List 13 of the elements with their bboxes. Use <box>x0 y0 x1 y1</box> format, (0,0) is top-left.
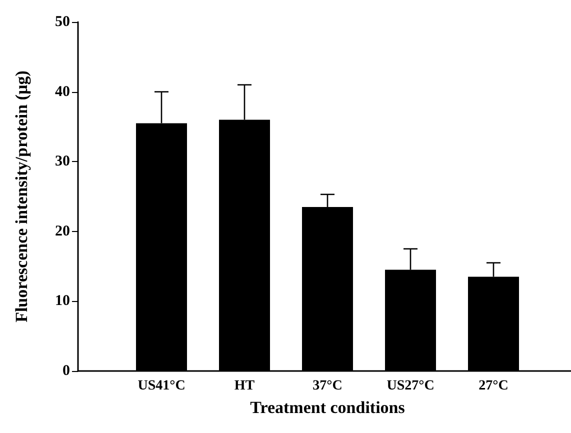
x-tick-label: US41°C <box>138 378 186 394</box>
y-tick-label: 50 <box>55 14 70 30</box>
x-tick-label: 27°C <box>478 378 508 394</box>
x-axis-title: Treatment conditions <box>250 398 406 417</box>
y-tick-label: 40 <box>55 84 70 100</box>
y-tick-label: 10 <box>55 293 70 310</box>
y-tick-label: 30 <box>55 154 70 170</box>
x-tick-label: HT <box>234 378 256 394</box>
y-axis-title: Fluorescence intensity/protein (µg) <box>12 70 31 322</box>
x-tick-label: US27°C <box>386 378 434 394</box>
y-tick-label: 20 <box>55 223 70 240</box>
x-tick-label: 37°C <box>312 378 342 394</box>
y-tick-label: 0 <box>62 363 70 379</box>
